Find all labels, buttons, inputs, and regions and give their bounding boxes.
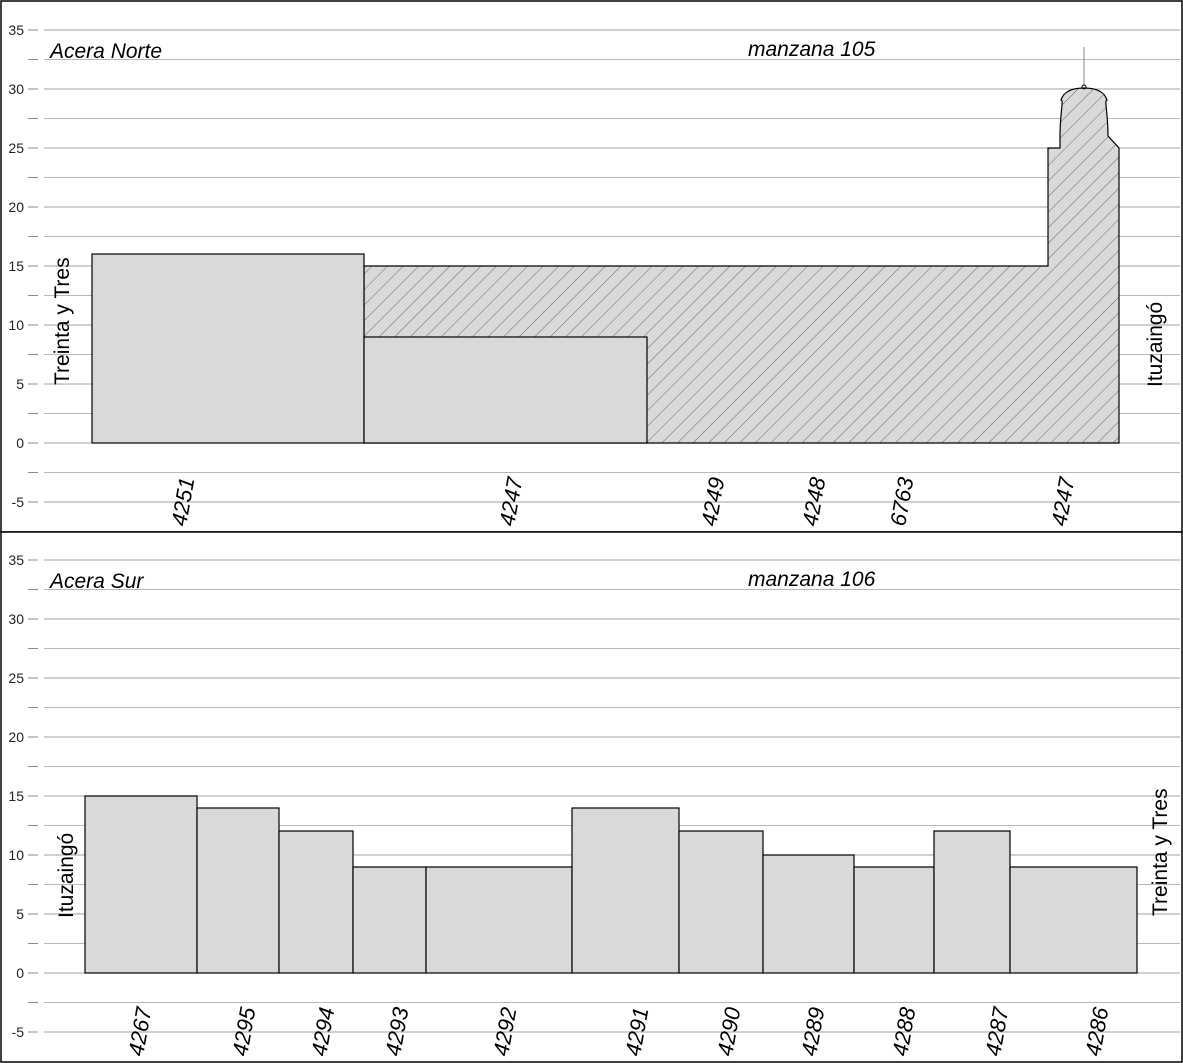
street-label-right: Treinta y Tres	[1149, 788, 1172, 916]
street-label-left: Treinta y Tres	[51, 257, 74, 385]
y-tick-label: 35	[8, 22, 24, 38]
buildings	[84, 795, 1138, 974]
panel-acera-sur: 35 30 25 20 15 10 5 0 -5 Acera Sur manzana 106 I…	[0, 531, 1183, 1063]
building-4290	[678, 830, 764, 974]
block-label: manzana 106	[748, 568, 876, 591]
y-tick-label: 35	[8, 552, 24, 568]
street-label-right: Ituzaingó	[1144, 302, 1167, 387]
block-label: manzana 105	[748, 38, 876, 61]
buildings	[91, 47, 1120, 444]
building-4295	[196, 807, 280, 974]
y-axis-ticks: 35 30 25 20 15 10 5 0 -5	[8, 552, 38, 1040]
side-label: Acera Norte	[48, 40, 162, 63]
building-4251	[91, 253, 365, 444]
y-tick-label: 5	[16, 376, 24, 392]
y-tick-label: 15	[8, 788, 24, 804]
building-4294	[278, 830, 354, 974]
y-tick-label: 10	[8, 317, 24, 333]
building-4293	[352, 866, 427, 974]
y-tick-label: 25	[8, 670, 24, 686]
building-4288	[853, 866, 935, 974]
y-tick-label: 0	[16, 435, 24, 451]
street-label-left: Ituzaingó	[55, 833, 78, 918]
y-tick-label: -5	[12, 494, 25, 510]
y-axis-ticks: 35 30 25 20 15 10 5 0 -5	[8, 22, 38, 510]
building-4291	[571, 807, 680, 974]
y-tick-label: 25	[8, 140, 24, 156]
building-4286	[1009, 866, 1138, 974]
panel-frame	[0, 531, 1183, 1063]
y-tick-label: 0	[16, 965, 24, 981]
y-tick-label: 10	[8, 847, 24, 863]
y-tick-label: -5	[12, 1024, 25, 1040]
building-4267	[84, 795, 198, 974]
side-label: Acera Sur	[48, 570, 144, 593]
y-tick-label: 20	[8, 729, 24, 745]
panel-acera-norte: 35 30 25 20 15 10 5 0 -5 Acera Norte manzana 105…	[0, 0, 1183, 533]
y-tick-label: 20	[8, 199, 24, 215]
building-4287	[933, 830, 1011, 974]
building-4247	[363, 336, 648, 444]
y-tick-label: 30	[8, 611, 24, 627]
y-tick-label: 15	[8, 258, 24, 274]
y-tick-label: 5	[16, 906, 24, 922]
building-4292	[425, 866, 573, 974]
y-tick-label: 30	[8, 81, 24, 97]
building-4289	[762, 854, 855, 974]
spire-cross-icon	[1081, 84, 1087, 90]
